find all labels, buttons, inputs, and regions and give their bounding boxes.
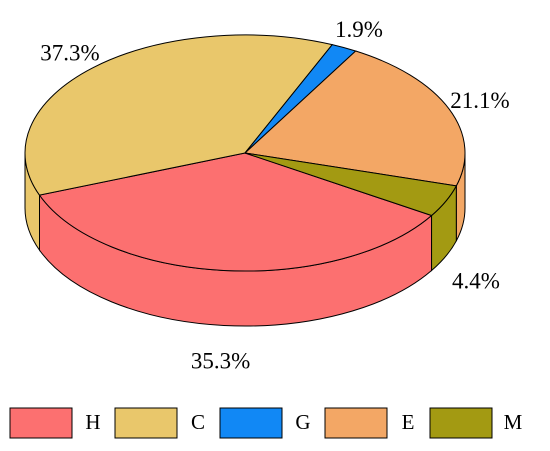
- legend-label: C: [191, 410, 205, 434]
- pie-slice: [244, 152, 458, 217]
- data-label: 1.9%: [335, 17, 383, 42]
- legend-swatch: [219, 407, 283, 439]
- pie-slice: [243, 50, 466, 187]
- legend-label: G: [295, 410, 310, 434]
- data-label: 21.1%: [450, 88, 509, 113]
- legend-label: H: [85, 410, 100, 434]
- legend-swatch: [114, 407, 178, 439]
- pie-slice: [24, 34, 334, 196]
- data-label: 4.4%: [452, 269, 500, 294]
- legend-swatch: [9, 407, 73, 439]
- data-label: 37.3%: [40, 40, 99, 65]
- pie-slice: [38, 152, 433, 272]
- legend-label: E: [402, 410, 415, 434]
- legend-swatch: [324, 407, 388, 439]
- legend-swatch: [429, 407, 493, 439]
- legend-label: M: [504, 410, 523, 434]
- data-label: 35.3%: [191, 348, 250, 373]
